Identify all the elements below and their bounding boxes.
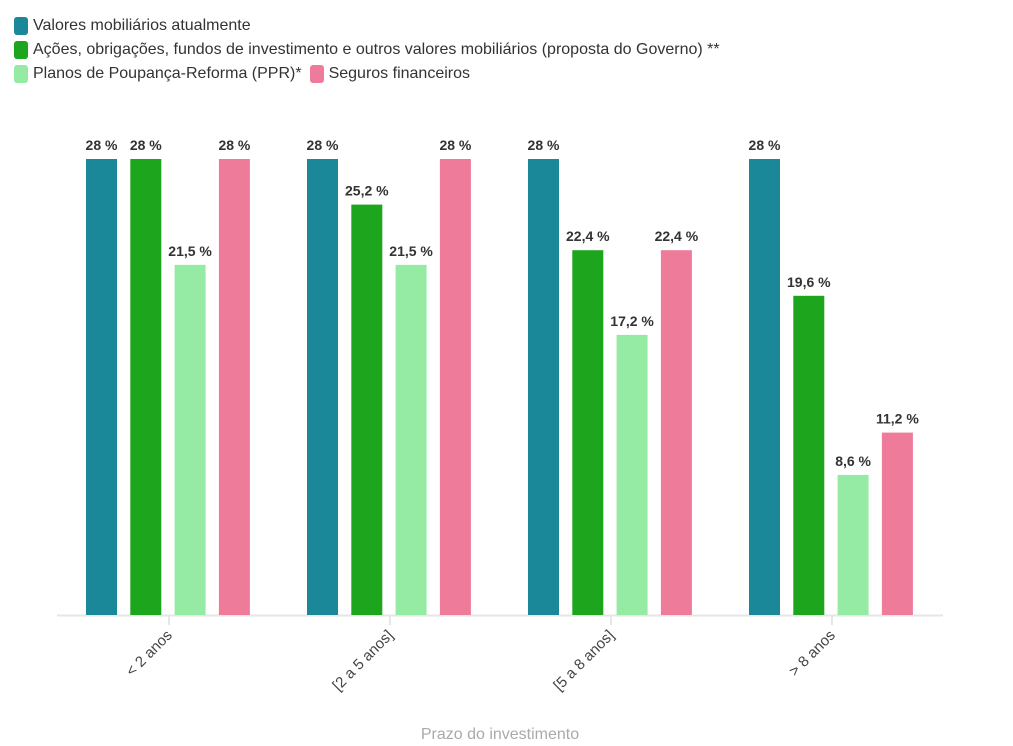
- data-label: 11,2 %: [876, 411, 919, 427]
- data-label: 22,4 %: [655, 228, 699, 244]
- x-tick-label: < 2 anos: [123, 627, 176, 680]
- legend-label: Valores mobiliários atualmente: [33, 17, 251, 34]
- x-tick-label: > 8 anos: [786, 627, 839, 680]
- data-label: 28 %: [130, 137, 162, 153]
- legend-label: Planos de Poupança-Reforma (PPR)*: [33, 65, 302, 82]
- x-axis-title: Prazo do investimento: [421, 726, 579, 743]
- bar[interactable]: [572, 250, 604, 615]
- data-label: 22,4 %: [566, 228, 610, 244]
- legend-swatch-0: [14, 17, 28, 35]
- bar[interactable]: [616, 334, 648, 615]
- legend: Valores mobiliários atualmente Ações, ob…: [14, 14, 728, 86]
- legend-item[interactable]: Valores mobiliários atualmente: [14, 14, 251, 38]
- data-label: 28 %: [218, 137, 250, 153]
- legend-swatch-2: [14, 65, 28, 83]
- bar[interactable]: [837, 474, 869, 615]
- x-tick-label: [2 a 5 anos]: [329, 627, 396, 694]
- bar[interactable]: [749, 159, 780, 615]
- legend-swatch-1: [14, 41, 28, 59]
- legend-item[interactable]: Seguros financeiros: [309, 62, 470, 86]
- data-label: 8,6 %: [835, 453, 871, 469]
- legend-swatch-3: [309, 65, 324, 83]
- legend-label: Ações, obrigações, fundos de investiment…: [33, 41, 720, 58]
- bar[interactable]: [174, 264, 206, 615]
- bar[interactable]: [881, 432, 913, 615]
- data-label: 25,2 %: [345, 183, 389, 199]
- legend-item[interactable]: Planos de Poupança-Reforma (PPR)*: [14, 62, 302, 86]
- bar[interactable]: [660, 250, 692, 615]
- data-label: 28 %: [528, 137, 560, 153]
- data-label: 28 %: [439, 137, 471, 153]
- x-tick-label: [5 a 8 anos]: [550, 627, 617, 694]
- data-label: 21,5 %: [389, 243, 433, 259]
- bar[interactable]: [395, 264, 427, 615]
- legend-label: Seguros financeiros: [328, 65, 470, 82]
- bar[interactable]: [130, 159, 162, 615]
- bar[interactable]: [218, 159, 250, 615]
- bar[interactable]: [793, 295, 825, 615]
- bar[interactable]: [439, 159, 471, 615]
- data-label: 21,5 %: [168, 243, 212, 259]
- bar[interactable]: [351, 204, 383, 615]
- bar[interactable]: [528, 159, 559, 615]
- bars-layer: 28 % 28 % 21,5 % 28 % 28 % 25,2 % 21,5 % 28 % 28…: [86, 137, 919, 615]
- data-label: 28 %: [86, 137, 118, 153]
- data-label: 28 %: [749, 137, 781, 153]
- data-label: 17,2 %: [610, 313, 654, 329]
- data-label: 28 %: [307, 137, 339, 153]
- bar[interactable]: [86, 159, 117, 615]
- data-label: 19,6 %: [787, 274, 831, 290]
- bar[interactable]: [307, 159, 338, 615]
- legend-item[interactable]: Ações, obrigações, fundos de investiment…: [14, 38, 720, 62]
